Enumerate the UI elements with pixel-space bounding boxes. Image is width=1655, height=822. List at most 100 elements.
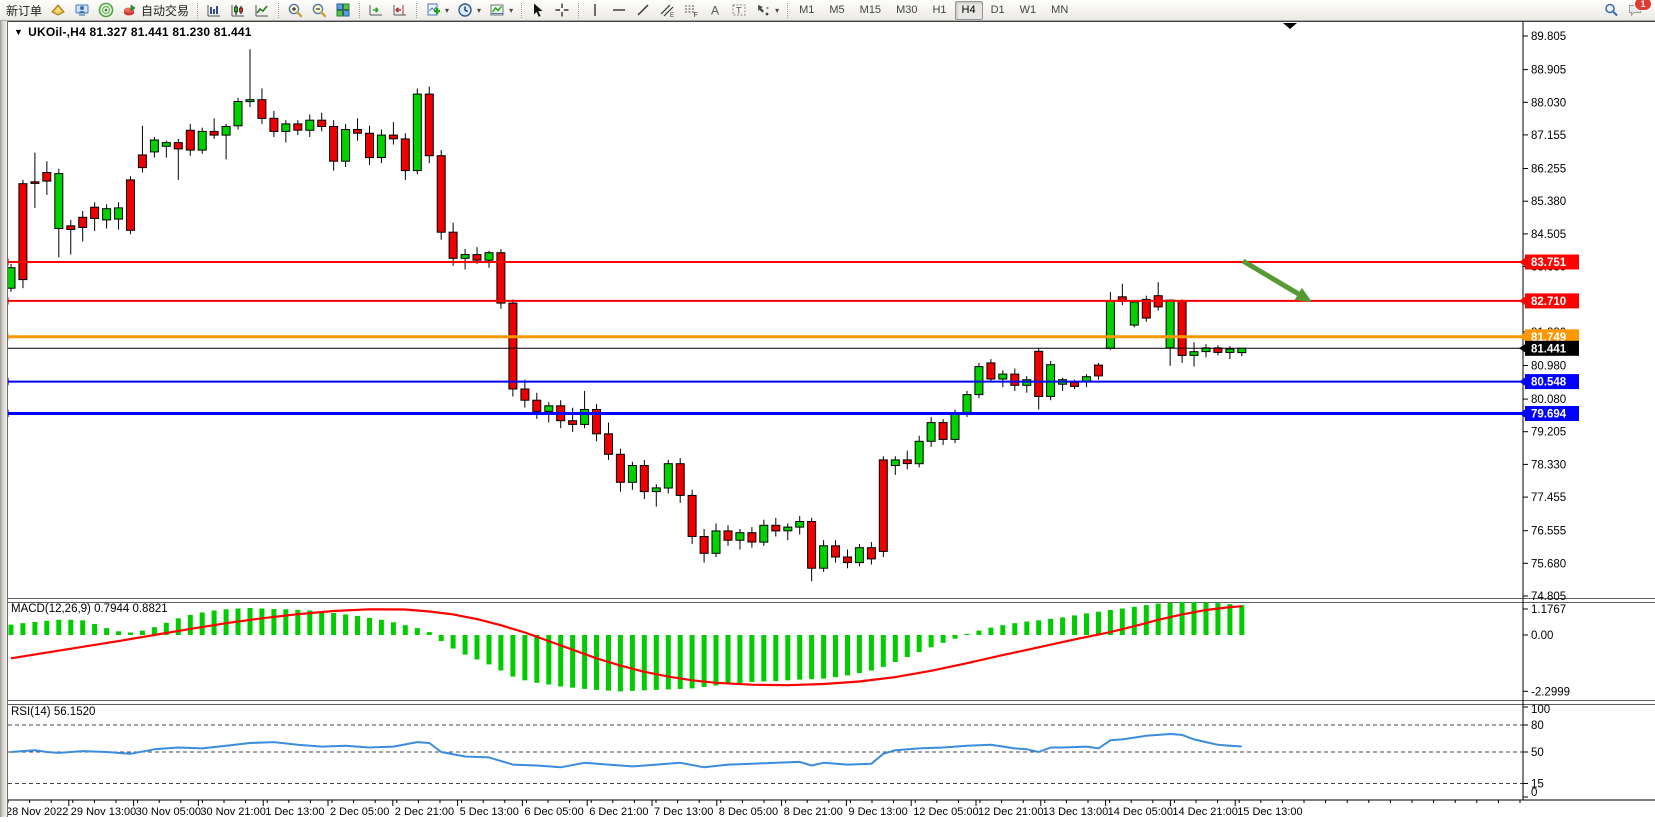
candle-body-bear [30, 181, 40, 184]
chart-shift-icon [393, 5, 407, 16]
time-axis[interactable]: 28 Nov 2022 29 Nov 13:00 30 Nov 05:00 30 No… [0, 799, 1655, 818]
line-chart-button[interactable] [250, 0, 274, 21]
crosshair-icon [555, 3, 569, 17]
time-axis-label: 2 Dec 05:00 [330, 806, 389, 818]
periods-clock-icon [458, 3, 472, 17]
window-left-frame [0, 21, 8, 817]
candlestick-chart-icon [231, 5, 245, 17]
timeframe-button-m5[interactable]: M5 [829, 3, 845, 16]
price-tag-label: 83.751 [1531, 257, 1567, 269]
macd-bar [1119, 608, 1125, 635]
candle-body-bull [711, 530, 721, 554]
candle-body-bull [759, 524, 769, 543]
timeframe-button-d1[interactable]: D1 [990, 3, 1005, 16]
tile-windows-icon [336, 3, 350, 17]
chart-shift-marker[interactable] [1283, 23, 1297, 29]
price-axis[interactable]: 89.805 88.905 88.030 87.155 86.255 85.380 84.5… [1519, 22, 1579, 800]
candles-layer [6, 49, 1247, 582]
candle-body-bull [962, 394, 972, 414]
rsi-axis-tick-label: 80 [1531, 720, 1544, 732]
candle-body-bull [245, 99, 255, 103]
timeframe-button-m15[interactable]: M15 [859, 3, 882, 16]
candle-body-bear [878, 459, 888, 552]
horizontal-line-tool-button[interactable] [607, 0, 631, 21]
auto-scroll-button[interactable] [364, 0, 388, 21]
rsi-axis-tick-label: 15 [1531, 779, 1544, 791]
candle-body-bear [592, 409, 601, 435]
timeframe-button-m1[interactable]: M1 [799, 3, 815, 16]
tile-windows-button[interactable] [331, 0, 355, 21]
crosshair-tool-button[interactable] [550, 0, 574, 21]
macd-histogram [8, 601, 1245, 692]
fibonacci-tool-button[interactable]: F [679, 0, 703, 21]
macd-bar [570, 635, 576, 688]
macd-bar [80, 620, 86, 635]
macd-bar [1012, 623, 1018, 635]
price-axis-tick-label: 75.680 [1531, 558, 1566, 570]
candle-body-bear [293, 123, 303, 131]
candle-body-bear [986, 362, 996, 380]
candle-body-bear [78, 216, 88, 228]
vertical-line-tool-button[interactable] [583, 0, 607, 21]
candle-body-bull [233, 101, 243, 127]
main-price-panel [0, 49, 1523, 582]
text-tool-button[interactable]: A [703, 0, 727, 21]
new-indicator-icon [427, 3, 441, 16]
timeframe-button-h1[interactable]: H1 [932, 3, 947, 16]
periods-clock-caret: ▾ [477, 5, 482, 15]
macd-axis-tick-label: 0.00 [1531, 630, 1553, 642]
gold-ingot-button[interactable] [46, 0, 70, 21]
macd-bar [44, 620, 50, 635]
bar-chart-button[interactable] [202, 0, 226, 21]
periods-clock-button[interactable]: ▾ [453, 0, 485, 21]
auto-trading-label: 自动交易 [141, 3, 190, 18]
notifications-button[interactable]: 1 [1623, 0, 1652, 21]
text-label-tool-button[interactable]: T [727, 0, 751, 21]
time-axis-label: 6 Dec 05:00 [524, 806, 583, 818]
trend-arrow-annotation[interactable] [1241, 258, 1312, 302]
signals-icon [98, 2, 114, 18]
time-axis-label: 15 Dec 13:00 [1237, 806, 1302, 818]
new-indicator-button[interactable]: ▾ [421, 0, 453, 21]
macd-bar [462, 635, 468, 655]
timeframe-button-mn[interactable]: MN [1051, 3, 1069, 16]
macd-bar [868, 635, 874, 671]
search-icon [1605, 3, 1618, 16]
timeframe-button-w1[interactable]: W1 [1019, 3, 1037, 16]
price-tag-83.751 [1525, 254, 1579, 270]
chart-context-caret[interactable]: ▼ [14, 27, 24, 37]
channel-tool-button[interactable]: E [655, 0, 679, 21]
macd-bar [1167, 602, 1173, 635]
candle-body-bear [639, 465, 649, 493]
price-tag-pointer [1519, 409, 1525, 418]
macd-bar [438, 635, 444, 642]
zoom-in-button[interactable] [283, 0, 307, 21]
macd-axis-tick-label: 1.1767 [1531, 604, 1566, 616]
candlestick-chart-button[interactable] [226, 0, 250, 21]
new-order-button[interactable]: 新订单 [2, 0, 46, 21]
search-button[interactable] [1599, 0, 1623, 21]
chart-canvas[interactable]: 89.805 88.905 88.030 87.155 86.255 85.380 84.5… [0, 21, 1655, 822]
macd-bar [749, 635, 755, 682]
auto-trading-button[interactable]: 自动交易 [118, 0, 193, 21]
candle-body-bear [508, 302, 518, 390]
cursor-tool-button[interactable] [526, 0, 550, 21]
arrows-tool-button[interactable]: ▾ [751, 0, 783, 21]
macd-bar [534, 635, 540, 683]
price-tag-label: 81.441 [1531, 343, 1567, 355]
macd-bar [928, 635, 934, 648]
macd-bar [1239, 605, 1245, 635]
support-button[interactable] [70, 0, 94, 21]
macd-bar [426, 632, 432, 635]
timeframe-button-h4[interactable]: H4 [954, 0, 983, 20]
text-icon: A [711, 4, 719, 18]
macd-bar [116, 631, 121, 635]
chart-shift-button[interactable] [388, 0, 412, 21]
signals-button[interactable] [94, 0, 118, 21]
gold-ingot-icon [51, 4, 65, 16]
zoom-out-button[interactable] [307, 0, 331, 21]
macd-bar [151, 627, 157, 635]
timeframe-button-m30[interactable]: M30 [896, 3, 918, 16]
templates-button[interactable]: ▾ [485, 0, 517, 21]
trendline-tool-button[interactable] [631, 0, 655, 21]
